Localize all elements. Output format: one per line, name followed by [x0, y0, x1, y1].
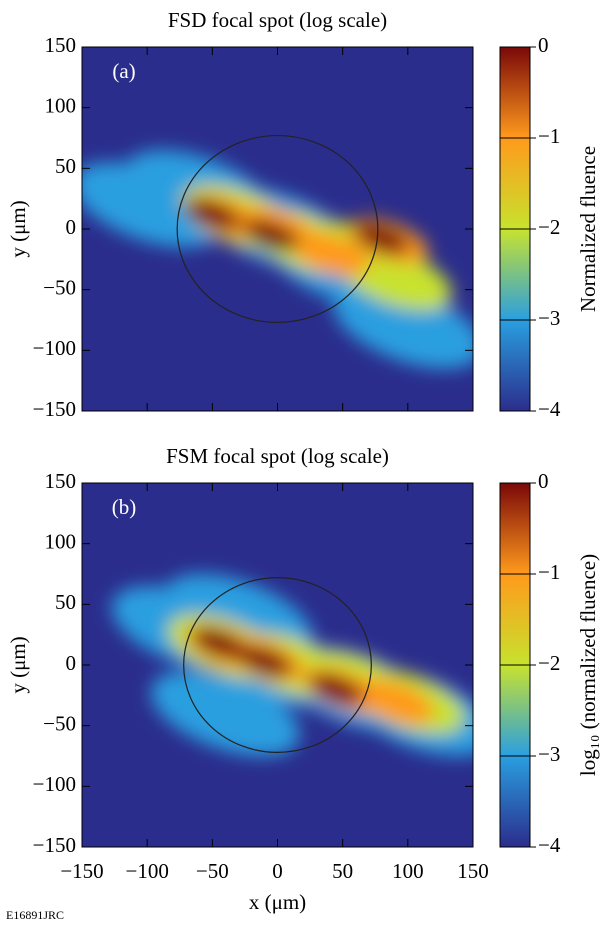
x-tick-label: −100 [125, 859, 168, 883]
y-tick-label: 0 [66, 651, 77, 675]
x-axis-label: x (μm) [249, 890, 306, 914]
colorbar-tick-label: −3 [538, 306, 560, 330]
y-axis-label: y (μm) [6, 636, 30, 693]
panel-label: (a) [112, 59, 135, 83]
y-tick-label: −100 [33, 336, 76, 360]
y-tick-label: 100 [45, 529, 77, 553]
colorbar-tick-label: −2 [538, 215, 560, 239]
y-tick-label: 150 [45, 33, 77, 57]
chart-title: FSM focal spot (log scale) [166, 444, 389, 468]
colorbar-tick-label: −4 [538, 833, 561, 857]
chart-title: FSD focal spot (log scale) [168, 8, 387, 32]
colorbar-tick-label: −4 [538, 397, 561, 421]
colorbar-label: log₁₀ (normalized fluence) [576, 554, 600, 776]
y-tick-label: −50 [43, 275, 76, 299]
y-tick-label: −150 [33, 397, 76, 421]
y-tick-label: 150 [45, 469, 77, 493]
figure: E16891JRC FSD focal spot (log scale) (a) −… [0, 0, 607, 929]
colorbar-tick-label: −1 [538, 560, 560, 584]
colorbar-tick-label: −2 [538, 651, 560, 675]
x-tick-label: −150 [60, 859, 103, 883]
y-tick-label: 50 [55, 154, 76, 178]
colorbar-label: Normalized fluence [576, 146, 600, 312]
y-tick-label: 50 [55, 590, 76, 614]
x-tick-label: 50 [332, 859, 353, 883]
panel-label: (b) [112, 495, 137, 519]
footer: E16891JRC [6, 908, 64, 922]
colorbar-tick-label: −1 [538, 124, 560, 148]
colorbar-tick-label: 0 [538, 33, 549, 57]
y-tick-label: −100 [33, 772, 76, 796]
y-tick-label: 0 [66, 215, 77, 239]
x-tick-label: 0 [272, 859, 283, 883]
y-tick-label: 100 [45, 93, 77, 117]
y-tick-label: −150 [33, 833, 76, 857]
x-tick-label: −50 [196, 859, 229, 883]
colorbar-tick-label: 0 [538, 469, 549, 493]
y-tick-label: −50 [43, 711, 76, 735]
y-axis-label: y (μm) [6, 200, 30, 257]
x-tick-label: 100 [392, 859, 424, 883]
colorbar-tick-label: −3 [538, 742, 560, 766]
x-tick-label: 150 [457, 859, 489, 883]
